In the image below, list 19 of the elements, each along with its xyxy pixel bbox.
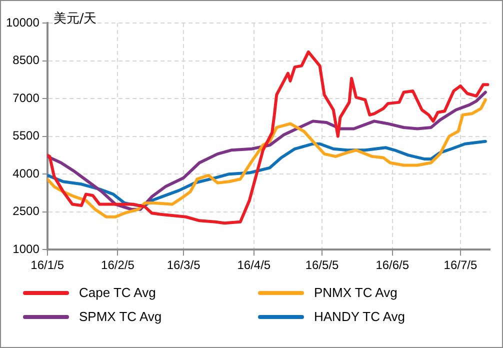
legend-label: HANDY TC Avg — [314, 309, 406, 324]
legend-label: Cape TC Avg — [79, 285, 156, 300]
y-tick-label: 10000 — [6, 15, 40, 30]
x-tick-label: 16/5/5 — [305, 258, 340, 272]
y-tick-label: 4000 — [12, 166, 40, 180]
y-tick-label: 1000 — [12, 242, 40, 256]
x-tick-label: 16/4/5 — [237, 258, 271, 272]
y-tick-label: 2500 — [12, 204, 40, 218]
x-tick-label: 16/2/5 — [101, 258, 135, 272]
x-tick-label: 16/1/5 — [30, 258, 64, 272]
x-tick-label: 16/7/5 — [444, 258, 478, 272]
y-tick-label: 8500 — [12, 53, 40, 68]
legend-label: SPMX TC Avg — [79, 309, 162, 324]
x-tick-label: 16/3/5 — [166, 258, 201, 272]
y-tick-label: 5500 — [12, 128, 40, 143]
x-tick-label: 16/6/5 — [376, 258, 410, 272]
y-tick-label: 7000 — [12, 90, 40, 105]
y-axis-title: 美元/天 — [53, 10, 97, 26]
legend-label: PNMX TC Avg — [314, 285, 398, 300]
